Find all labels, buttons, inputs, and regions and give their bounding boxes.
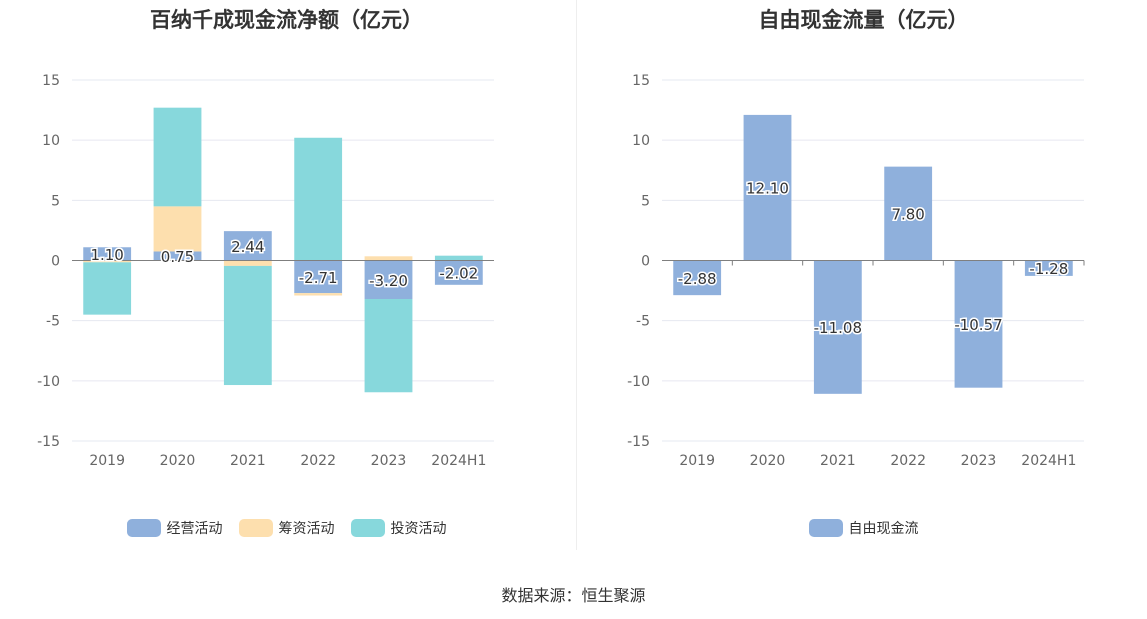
chart-plot-area: 15 10 5 0 -5 -10 -15 2019 2020 2021 2022 2023 2024H1… [627, 73, 1085, 469]
bar [83, 247, 132, 261]
y-tick-label: -10 [627, 374, 650, 390]
legend-swatch [126, 519, 161, 537]
y-tick-label: -15 [627, 434, 650, 450]
bar [673, 260, 722, 296]
free-cashflow-chart: 自由现金流量（亿元） 15 10 5 0 -5 -10 -15 2019 2020 2021 202… [577, 0, 1147, 560]
bar [364, 299, 413, 393]
cashflow-net-chart: 百纳千成现金流净额（亿元） 15 10 5 0 -5 -10 -15 2019 2020 2021… [0, 0, 573, 560]
y-tick-label: 10 [632, 133, 650, 149]
bar [364, 260, 413, 300]
chart-plot-area: 15 10 5 0 -5 -10 -15 2019 2020 2021 2022 2023 2024H1… [37, 73, 494, 469]
chart-title: 自由现金流量（亿元） [758, 8, 969, 32]
y-tick-label: -5 [46, 314, 60, 330]
bar [1024, 260, 1073, 276]
bar [83, 262, 132, 315]
data-label: -11.08 [814, 319, 862, 337]
x-tick-label: 2022 [300, 453, 336, 469]
legend-label: 投资活动 [390, 521, 447, 537]
bar [364, 256, 413, 261]
x-tick-label: 2022 [890, 453, 926, 469]
bar [153, 206, 202, 252]
legend-swatch [238, 519, 273, 537]
y-tick-label: 10 [42, 133, 60, 149]
bar [434, 260, 483, 285]
legend-swatch [350, 519, 385, 537]
legend-item[interactable]: 自由现金流 [808, 518, 919, 538]
x-tick-label: 2021 [820, 453, 856, 469]
data-label: 0.75 [161, 248, 194, 266]
bar [884, 166, 933, 261]
chart-legend: 自由现金流 [577, 518, 1147, 538]
data-source-note: 数据来源：恒生聚源 [501, 586, 646, 605]
legend-label: 经营活动 [166, 521, 223, 537]
x-tick-label: 2021 [230, 453, 266, 469]
bar [223, 231, 272, 261]
bar [954, 260, 1003, 388]
y-tick-label: 0 [51, 254, 60, 270]
y-tick-label: 15 [632, 73, 650, 89]
legend-label: 筹资活动 [278, 521, 335, 537]
x-tick-label: 2019 [679, 453, 715, 469]
data-label: -3.20 [369, 272, 408, 290]
x-tick-label: 2020 [160, 453, 196, 469]
data-label: -2.71 [299, 269, 338, 287]
legend-item[interactable]: 筹资活动 [238, 518, 335, 538]
legend-item[interactable]: 经营活动 [126, 518, 223, 538]
y-tick-label: 5 [51, 193, 60, 209]
x-tick-label: 2019 [89, 453, 125, 469]
data-label: 2.44 [231, 238, 264, 256]
y-tick-label: 5 [641, 193, 650, 209]
bar [294, 260, 343, 294]
bar [223, 260, 272, 266]
panel-divider [576, 0, 577, 550]
chart-title: 百纳千成现金流净额（亿元） [150, 8, 423, 32]
x-tick-label: 2024H1 [1021, 453, 1076, 469]
bar [153, 107, 202, 207]
y-tick-label: 15 [42, 73, 60, 89]
legend-label: 自由现金流 [848, 521, 919, 537]
chart-legend: 经营活动 筹资活动 投资活动 [0, 518, 573, 538]
data-label: -2.02 [439, 265, 478, 283]
x-tick-label: 2023 [961, 453, 997, 469]
data-label: 1.10 [90, 246, 123, 264]
bar [294, 293, 343, 296]
y-tick-label: -15 [37, 434, 60, 450]
x-tick-label: 2020 [750, 453, 786, 469]
bar [294, 137, 343, 261]
bar [223, 265, 272, 386]
x-tick-label: 2024H1 [431, 453, 486, 469]
data-label: -1.28 [1029, 260, 1068, 278]
y-tick-label: -10 [37, 374, 60, 390]
data-label: 7.80 [891, 206, 924, 224]
data-label: -2.88 [678, 270, 717, 288]
x-tick-label: 2023 [371, 453, 407, 469]
data-label: -10.57 [954, 316, 1002, 334]
bar [153, 251, 202, 261]
legend-swatch [808, 519, 843, 537]
bar [743, 114, 792, 261]
data-label: 12.10 [746, 180, 789, 198]
bar [83, 260, 132, 263]
y-tick-label: 0 [641, 254, 650, 270]
bar [434, 255, 483, 261]
y-tick-label: -5 [636, 314, 650, 330]
bar [813, 260, 862, 394]
legend-item[interactable]: 投资活动 [350, 518, 447, 538]
